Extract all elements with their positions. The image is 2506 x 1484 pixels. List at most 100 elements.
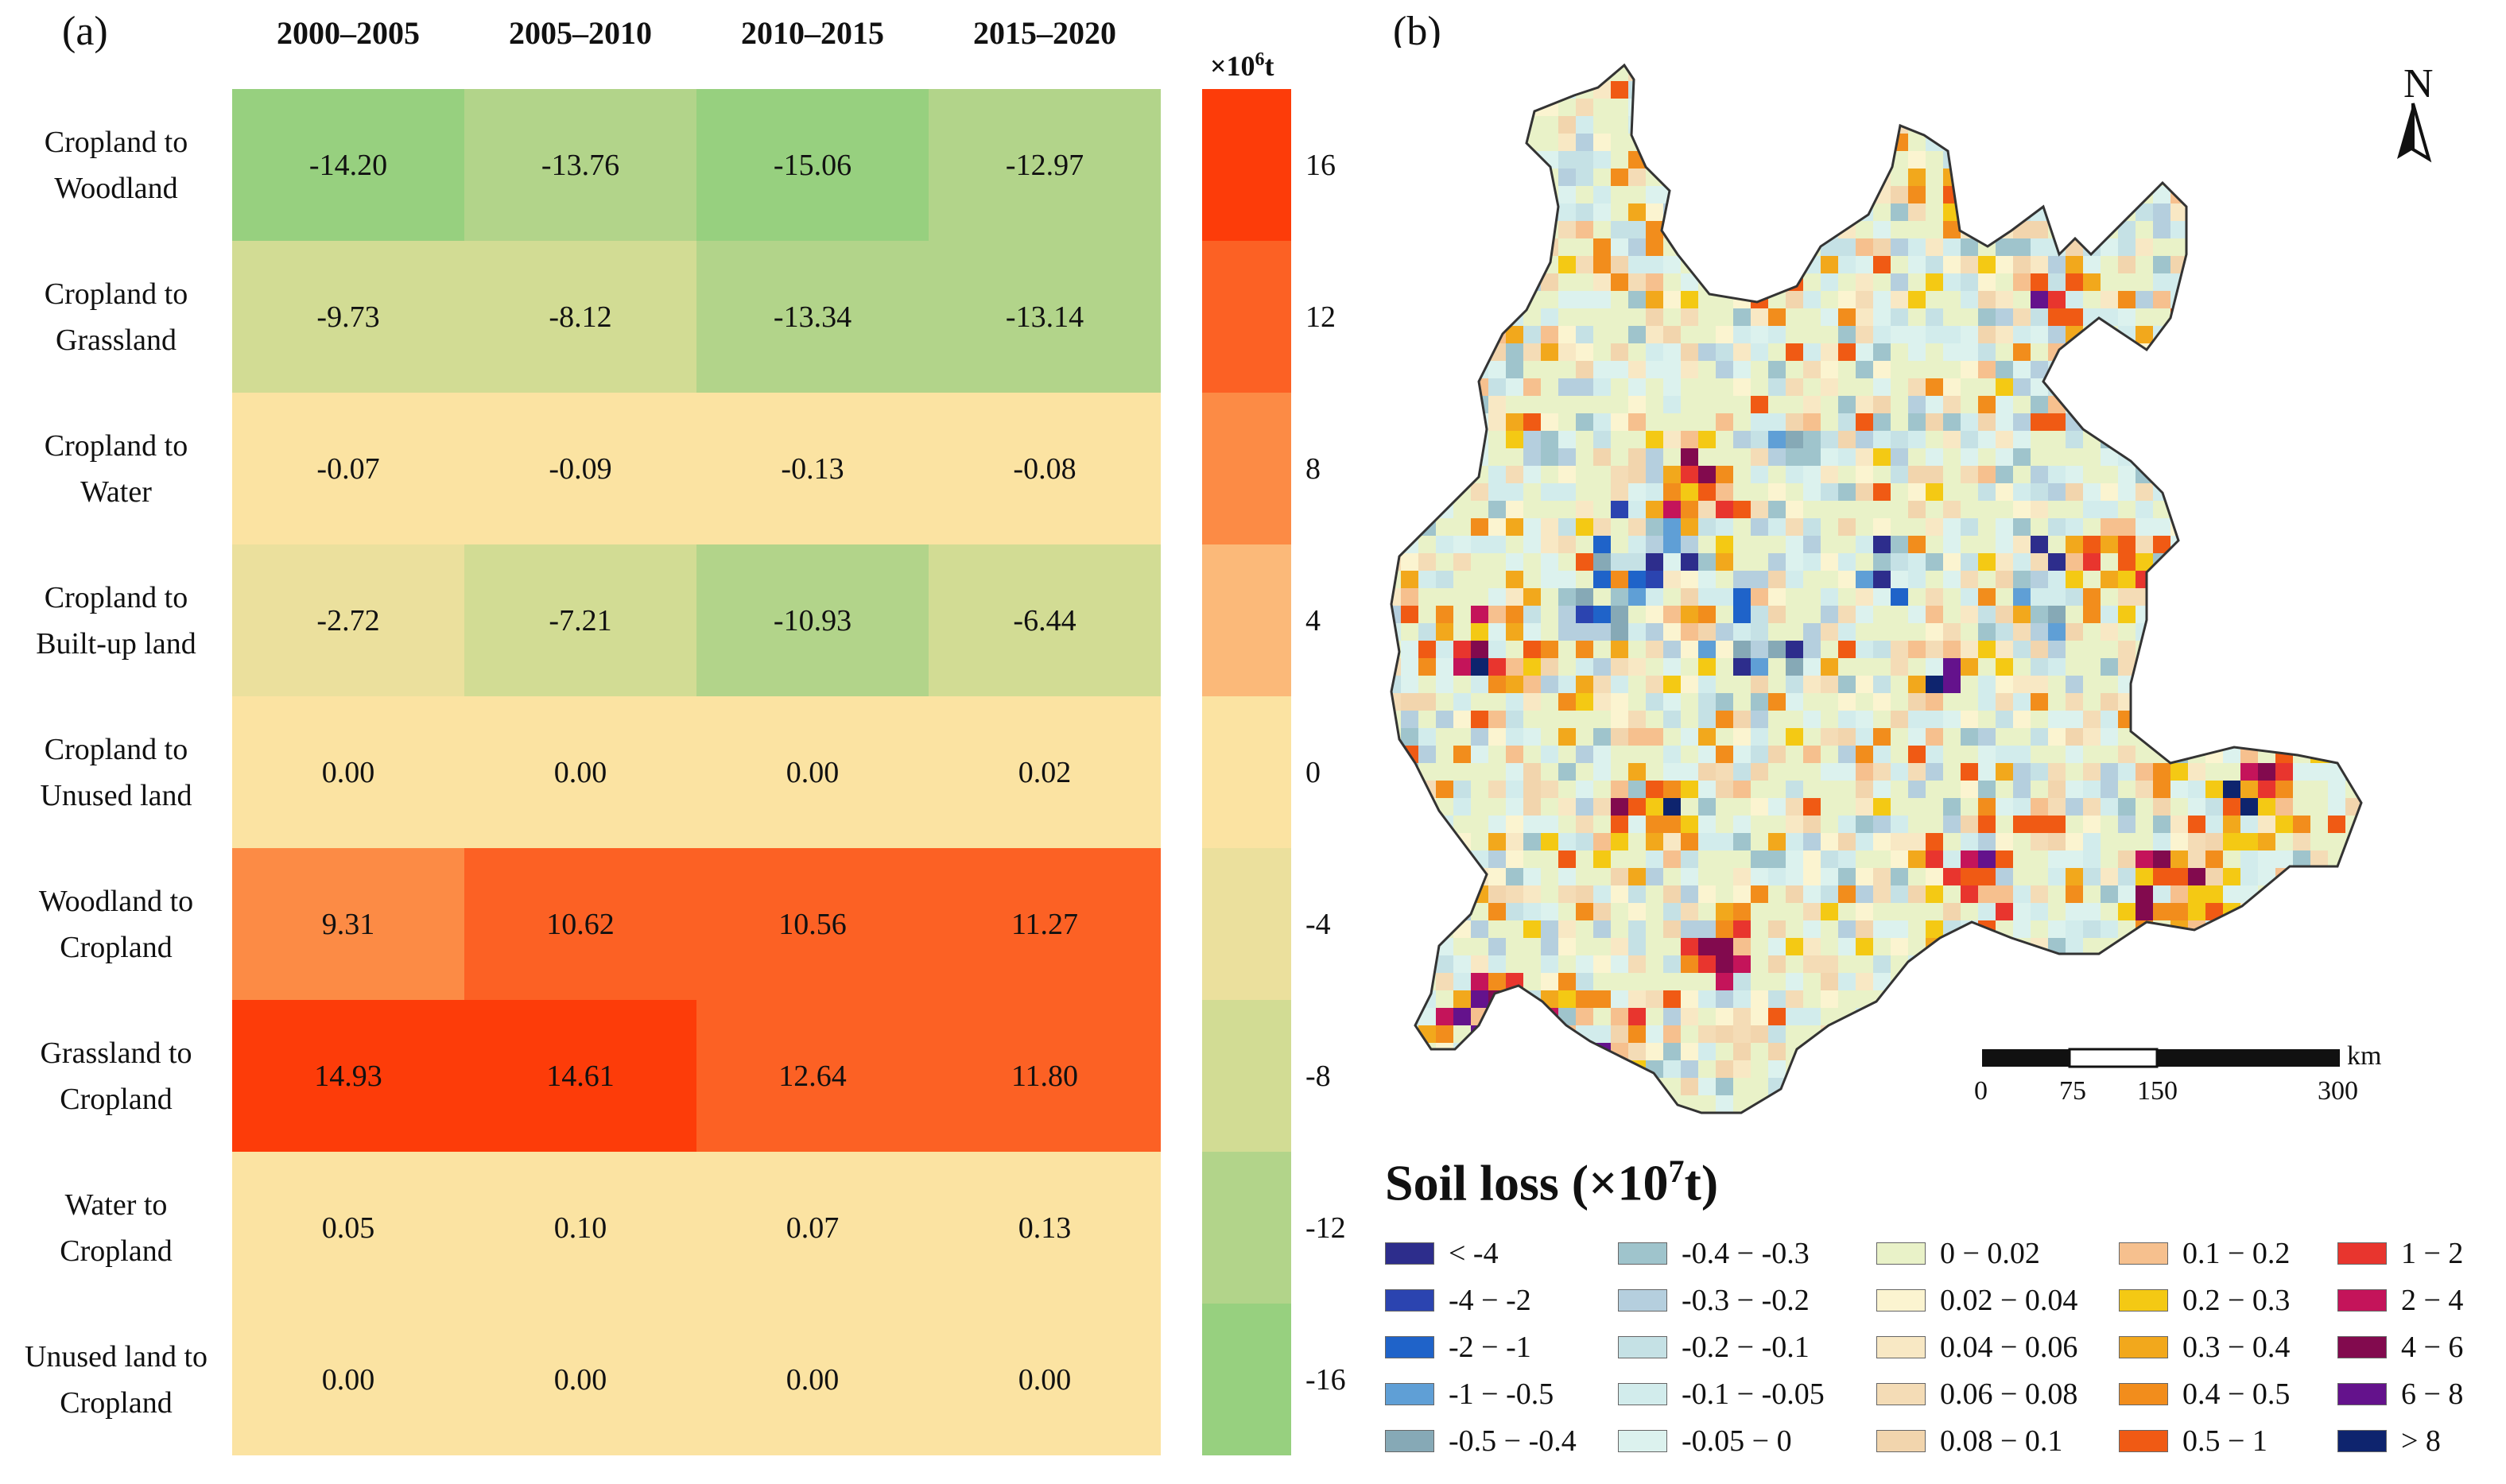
map-cell: [1471, 955, 1488, 973]
colorbar-tick-label: 16: [1305, 148, 1336, 182]
map-cell: [2066, 658, 2083, 676]
map-cell: [1891, 203, 1908, 221]
map-cell: [1628, 169, 1646, 186]
map-cell: [2048, 518, 2066, 536]
map-cell: [1996, 711, 2013, 728]
map-cell: [1873, 413, 1891, 431]
map-cell: [1821, 781, 1838, 798]
map-cell: [1698, 868, 1716, 885]
map-cell: [1786, 641, 1803, 658]
map-cell: [1908, 343, 1926, 361]
map-cell: [1978, 728, 1996, 746]
map-cell: [1768, 448, 1786, 466]
map-cell: [1996, 746, 2013, 763]
map-cell: [1768, 693, 1786, 711]
colorbar-band: [1202, 696, 1291, 848]
map-cell: [1838, 920, 1856, 938]
map-cell: [2170, 798, 2188, 816]
map-cell: [1401, 571, 1418, 588]
map-cell: [1821, 571, 1838, 588]
map-cell: [1681, 833, 1698, 850]
map-cell: [1821, 973, 1838, 990]
map-cell: [2083, 885, 2101, 903]
map-cell: [1786, 955, 1803, 973]
map-cell: [1576, 973, 1593, 990]
legend-label: 1 − 2: [2401, 1237, 2464, 1270]
map-cell: [1768, 1043, 1786, 1060]
map-cell: [1803, 448, 1821, 466]
row-header-line: Cropland: [60, 930, 173, 964]
map-cell: [1891, 763, 1908, 781]
map-cell: [1733, 798, 1751, 816]
map-cell: [1943, 693, 1961, 711]
map-cell: [1733, 623, 1751, 641]
map-cell: [1961, 308, 1978, 326]
map-cell: [1576, 501, 1593, 518]
map-cell: [1821, 588, 1838, 606]
map-cell: [2153, 903, 2170, 920]
map-cell: [1873, 728, 1891, 746]
map-cell: [1576, 571, 1593, 588]
map-cell: [1628, 413, 1646, 431]
map-cell: [2031, 413, 2048, 431]
map-cell: [1681, 938, 1698, 955]
map-cell: [1716, 518, 1733, 536]
map-cell: [1646, 903, 1663, 920]
map-cell: [1401, 623, 1418, 641]
map-cell: [1698, 501, 1716, 518]
map-cell: [1593, 256, 1611, 273]
map-cell: [1891, 343, 1908, 361]
row-header-line: Woodland to: [38, 884, 194, 918]
map-cell: [1646, 326, 1663, 343]
map-cell: [1611, 203, 1628, 221]
map-cell: [2136, 885, 2153, 903]
map-cell: [1716, 326, 1733, 343]
map-cell: [1716, 623, 1733, 641]
map-cell: [1803, 431, 1821, 448]
map-cell: [1488, 518, 1506, 536]
map-cell: [1646, 746, 1663, 763]
map-cell: [1856, 903, 1873, 920]
legend-label: -0.05 − 0: [1682, 1424, 1792, 1458]
map-cell: [1943, 833, 1961, 850]
map-cell: [2223, 868, 2240, 885]
map-cell: [2136, 868, 2153, 885]
map-cell: [1786, 518, 1803, 536]
map-cell: [1926, 273, 1943, 291]
map-cell: [1418, 676, 1436, 693]
map-cell: [1541, 518, 1558, 536]
map-cell: [1996, 273, 2013, 291]
map-cell: [1488, 920, 1506, 938]
heatmap-cell: 0.00: [696, 1304, 929, 1455]
map-cell: [1576, 711, 1593, 728]
map-cell: [1471, 536, 1488, 553]
map-cell: [1681, 483, 1698, 501]
map-cell: [1593, 973, 1611, 990]
map-cell: [2223, 850, 2240, 868]
map-cell: [2240, 798, 2258, 816]
map-cell: [2031, 431, 2048, 448]
map-cell: [1733, 938, 1751, 955]
map-cell: [2013, 641, 2031, 658]
legend-item: -2 − -1: [1385, 1330, 1531, 1365]
colorbar-band: [1202, 1304, 1291, 1455]
map-cell: [1698, 466, 1716, 483]
map-cell: [1593, 868, 1611, 885]
map-cell: [1663, 518, 1681, 536]
map-cell: [1488, 676, 1506, 693]
map-cell: [1593, 676, 1611, 693]
map-cell: [1698, 885, 1716, 903]
map-cell: [1541, 378, 1558, 396]
map-cell: [1821, 938, 1838, 955]
map-cell: [1523, 483, 1541, 501]
map-cell: [2118, 571, 2136, 588]
map-cell: [1943, 256, 1961, 273]
map-cell: [1873, 431, 1891, 448]
map-cell: [1593, 816, 1611, 833]
map-cell: [1961, 448, 1978, 466]
map-cell: [1873, 658, 1891, 676]
legend-swatch: [1618, 1289, 1667, 1312]
map-cell: [1751, 903, 1768, 920]
map-cell: [1663, 308, 1681, 326]
map-cell: [1471, 588, 1488, 606]
